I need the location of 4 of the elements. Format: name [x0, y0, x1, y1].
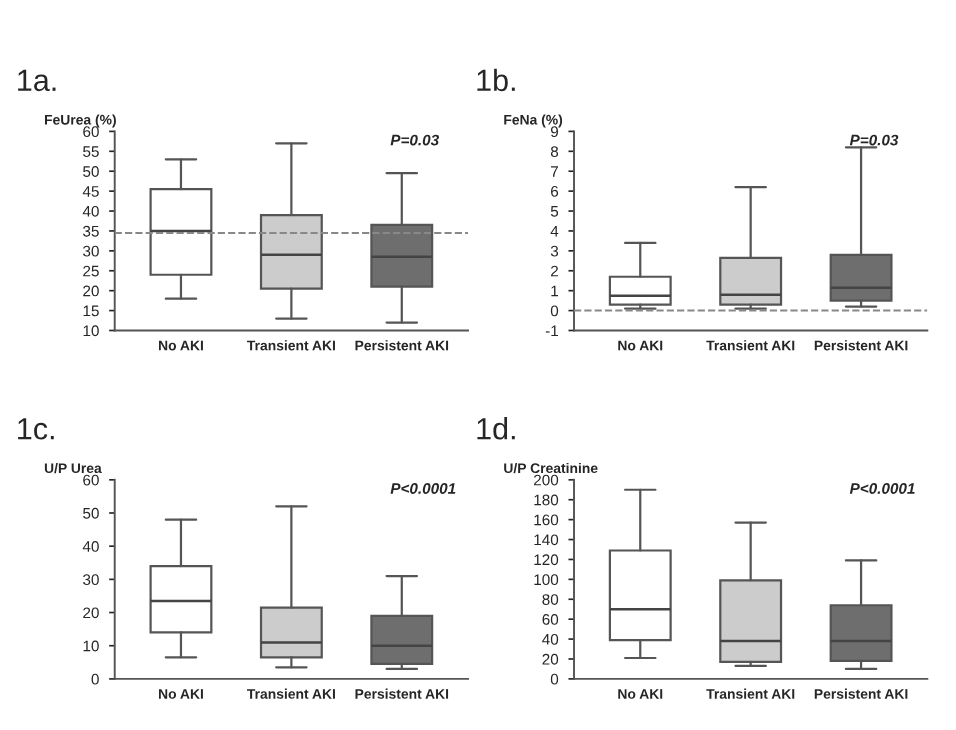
chart-title: 1d.	[477, 417, 515, 440]
chart-title: 1a.	[18, 69, 56, 92]
chart-title: 1c.	[18, 418, 54, 440]
chart-title: 1b.	[477, 68, 515, 92]
